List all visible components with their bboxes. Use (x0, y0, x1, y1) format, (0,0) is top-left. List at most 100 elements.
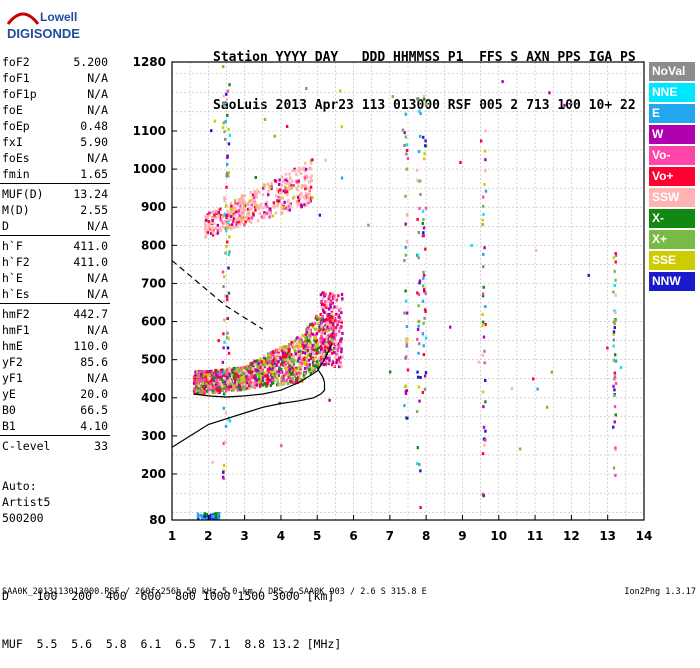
echo-point (280, 203, 283, 207)
echo-point (257, 206, 261, 210)
echo-point (614, 260, 617, 264)
echo-point (218, 226, 222, 230)
echo-point (304, 336, 307, 340)
echo-point (247, 370, 251, 374)
echo-point (275, 364, 278, 368)
echo-point (277, 349, 281, 353)
echo-point (237, 209, 240, 213)
echo-point (264, 363, 267, 367)
echo-point (327, 312, 331, 316)
param-value: N/A (87, 103, 108, 117)
echo-point (225, 214, 228, 218)
echo-point (241, 375, 245, 379)
echo-point (258, 190, 261, 194)
echo-point (481, 313, 484, 317)
echo-point (222, 346, 225, 350)
echo-point (260, 360, 264, 364)
echo-point (216, 375, 220, 379)
echo-point (210, 129, 213, 133)
echo-point (248, 207, 251, 211)
echo-point (422, 344, 425, 348)
echo-point (205, 516, 209, 520)
echo-point (403, 259, 406, 263)
legend-item-voplus: Vo+ (649, 167, 695, 186)
x-tick-label: 4 (277, 529, 285, 543)
echo-point (298, 366, 302, 370)
echo-point (404, 355, 408, 359)
echo-point (313, 361, 317, 365)
echo-point (318, 325, 321, 329)
echo-point (207, 381, 210, 385)
echo-point (328, 316, 331, 320)
echo-point (253, 196, 256, 200)
echo-point (269, 354, 272, 358)
echo-point (249, 365, 252, 369)
echo-point (303, 344, 307, 348)
echo-point (312, 357, 315, 361)
echo-point (249, 362, 252, 366)
echo-point (296, 336, 299, 340)
echo-point (274, 211, 278, 215)
echo-point (416, 291, 419, 295)
echo-point (279, 357, 283, 361)
echo-point (267, 193, 270, 197)
echo-point (266, 182, 269, 186)
param-label: h`F2 (2, 255, 30, 269)
echo-point (221, 215, 224, 219)
echo-point (224, 385, 227, 389)
legend-item-e: E (649, 104, 695, 123)
echo-point (326, 317, 330, 321)
echo-point (274, 194, 278, 198)
echo-point (296, 202, 299, 206)
echo-point (419, 376, 422, 380)
echo-point (284, 172, 288, 176)
echo-point (204, 215, 207, 219)
echo-point (219, 371, 222, 375)
echo-point (406, 416, 409, 420)
legend-item-nnw: NNW (649, 272, 695, 291)
echo-point (308, 354, 312, 358)
echo-point (318, 317, 322, 321)
echo-point (195, 385, 198, 389)
echo-point (304, 351, 307, 355)
echo-point (285, 177, 289, 181)
echo-point (320, 331, 323, 335)
echo-point (406, 157, 410, 161)
echo-point (235, 372, 238, 376)
echo-point (334, 326, 338, 330)
echo-point (335, 305, 339, 309)
echo-point (284, 206, 288, 210)
echo-point (227, 351, 231, 355)
echo-point (240, 217, 243, 221)
echo-point (403, 311, 406, 315)
echo-point (279, 355, 282, 359)
echo-point (328, 292, 332, 296)
header-labels: Station YYYY DAY DDD HHMMSS P1 FFS S AXN… (213, 50, 636, 65)
echo-point (405, 389, 409, 393)
echo-point (193, 381, 196, 385)
echo-point (261, 206, 264, 210)
echo-point (267, 380, 270, 384)
echo-point (326, 300, 330, 304)
echo-point (206, 214, 209, 218)
echo-point (416, 337, 419, 341)
echo-point (246, 215, 249, 219)
echo-point (291, 343, 295, 347)
param-row-fof1p: foF1p N/A (0, 86, 110, 102)
echo-point (289, 203, 292, 207)
echo-point (199, 372, 203, 376)
echo-point (612, 290, 615, 294)
echo-point (339, 341, 343, 345)
echo-point (261, 193, 265, 197)
echo-point (338, 329, 341, 333)
echo-point (321, 308, 325, 312)
echo-point (210, 376, 214, 380)
echo-point (264, 382, 268, 386)
echo-point (334, 339, 337, 343)
echo-point (271, 359, 275, 363)
echo-point (215, 216, 218, 220)
echo-point (280, 444, 283, 448)
legend-item-xminus: X- (649, 209, 695, 228)
echo-point (236, 367, 239, 371)
echo-point (334, 297, 337, 301)
